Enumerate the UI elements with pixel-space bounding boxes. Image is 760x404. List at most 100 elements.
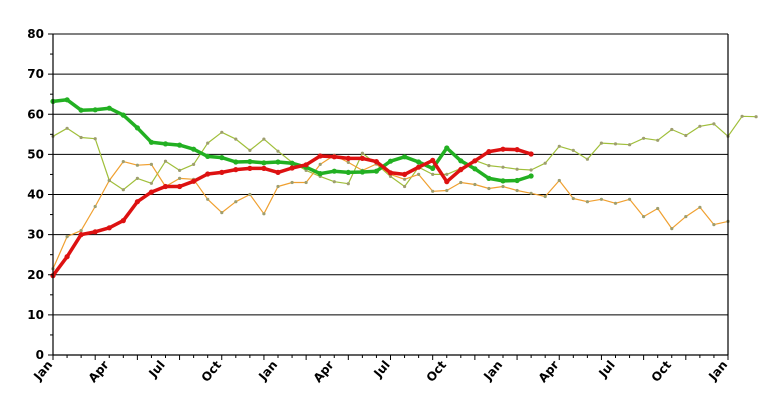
series-1-point xyxy=(65,235,69,239)
x-tick-label: Jan xyxy=(30,358,55,384)
series-0-point xyxy=(487,164,491,168)
series-1-point xyxy=(248,192,252,197)
y-tick-label: 20 xyxy=(27,268,44,282)
y-tick-label: 80 xyxy=(27,27,44,41)
series-2-point xyxy=(472,166,478,172)
x-tick-label: Apr xyxy=(536,358,562,385)
series-2-point xyxy=(261,160,267,166)
series-3-point xyxy=(275,169,281,175)
series-0-point xyxy=(79,135,83,140)
series-2-point xyxy=(106,105,112,111)
series-2-point xyxy=(275,159,281,165)
series-2-point xyxy=(345,169,351,175)
series-2-point xyxy=(514,177,520,184)
series-1-point xyxy=(613,201,618,205)
series-0-point xyxy=(628,143,632,147)
x-tick-label: Oct xyxy=(649,358,675,385)
y-tick-label: 70 xyxy=(27,67,44,81)
x-tick-label: Jan xyxy=(480,358,505,384)
series-1-point xyxy=(262,212,266,216)
series-1-point xyxy=(628,197,632,201)
series-2-point xyxy=(528,173,534,179)
series-2-point xyxy=(205,153,211,159)
series-2-point xyxy=(148,139,154,145)
series-1-point xyxy=(473,182,477,187)
series-1-point xyxy=(459,180,463,185)
series-0-point xyxy=(529,168,533,172)
x-tick-label: Jul xyxy=(370,358,392,381)
series-2-point xyxy=(134,125,140,131)
series-3-point xyxy=(486,149,492,155)
series-0-point xyxy=(135,176,139,180)
series-3-point xyxy=(373,159,379,165)
series-1-point xyxy=(599,197,604,201)
x-tick-label: Jul xyxy=(595,358,617,381)
series-1-point xyxy=(276,184,280,189)
series-0-point xyxy=(445,172,449,176)
series-1-point xyxy=(543,194,547,199)
series-2-point xyxy=(486,175,492,181)
series-0-point xyxy=(642,136,646,140)
series-0-point xyxy=(599,141,604,145)
series-2-point xyxy=(162,141,169,147)
x-axis-ticks: Jan Apr Jul Oct Jan Apr Jul Oct Jan Apr Jul Oct Jan xyxy=(30,355,730,385)
series-0-point xyxy=(121,188,125,192)
series-1-point xyxy=(220,211,224,215)
series-1-point xyxy=(234,200,238,204)
series-2-point xyxy=(416,159,422,165)
series-3-point xyxy=(134,199,140,205)
series-0-point xyxy=(262,137,266,141)
series-3-point xyxy=(514,147,520,153)
series-2-point xyxy=(78,107,84,113)
series-1-point xyxy=(585,200,590,204)
series-0-point xyxy=(670,127,674,132)
series-2-point xyxy=(317,171,323,177)
series-0-point xyxy=(656,138,660,142)
series-0-point xyxy=(571,148,575,152)
y-tick-label: 0 xyxy=(36,348,44,362)
series-0-point xyxy=(712,122,716,126)
series-2-point xyxy=(233,159,239,165)
series-2-point xyxy=(331,168,337,174)
series-3-point xyxy=(191,178,197,184)
series-0-point xyxy=(332,180,336,184)
x-tick-label: Jan xyxy=(705,358,730,384)
y-tick-label: 50 xyxy=(27,147,44,161)
series-0-point xyxy=(93,137,97,141)
series-1-point xyxy=(487,186,491,191)
series-2-point xyxy=(289,160,295,166)
series-2-point xyxy=(359,169,365,175)
series-1-point xyxy=(571,196,575,201)
series-1-point xyxy=(304,180,308,185)
series-1-point xyxy=(79,229,83,233)
series-3-point xyxy=(387,170,394,176)
series-2-point xyxy=(444,145,450,151)
series-3-point xyxy=(247,165,253,171)
series-0-point xyxy=(754,115,758,119)
series-3-point xyxy=(205,171,211,177)
series-1-point xyxy=(698,205,702,209)
series-2-point xyxy=(120,112,126,118)
y-tick-label: 40 xyxy=(27,188,44,202)
series-2-point xyxy=(219,155,225,161)
series-0-point xyxy=(403,184,407,189)
x-tick-label: Apr xyxy=(311,358,337,385)
series-2-point xyxy=(458,158,464,164)
series-1-point xyxy=(121,160,125,164)
series-3-point xyxy=(528,151,534,157)
series-3-point xyxy=(472,158,478,164)
series-1-point xyxy=(670,227,674,231)
y-tick-label: 30 xyxy=(27,228,44,242)
series-1-point xyxy=(431,189,435,193)
series-3-point xyxy=(233,167,239,173)
series-0-point xyxy=(220,130,224,134)
series-3-point xyxy=(416,164,422,170)
series-2-point xyxy=(500,178,506,184)
series-3-point xyxy=(430,157,436,163)
series-1-point xyxy=(135,163,139,167)
series-3-point xyxy=(162,183,169,190)
series-1-point xyxy=(206,197,210,201)
series-2-point xyxy=(402,154,408,160)
x-tick-label: Apr xyxy=(86,358,112,385)
